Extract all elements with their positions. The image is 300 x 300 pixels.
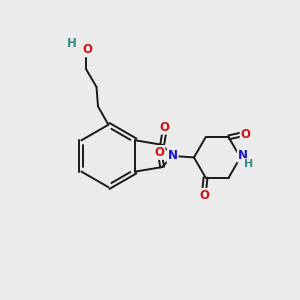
Text: O: O (160, 121, 170, 134)
Text: H: H (244, 159, 253, 169)
Text: H: H (67, 38, 77, 50)
Text: N: N (168, 149, 178, 162)
Text: O: O (241, 128, 251, 141)
Text: N: N (238, 148, 248, 162)
Text: O: O (199, 189, 209, 202)
Text: O: O (154, 146, 164, 159)
Text: O: O (82, 43, 93, 56)
